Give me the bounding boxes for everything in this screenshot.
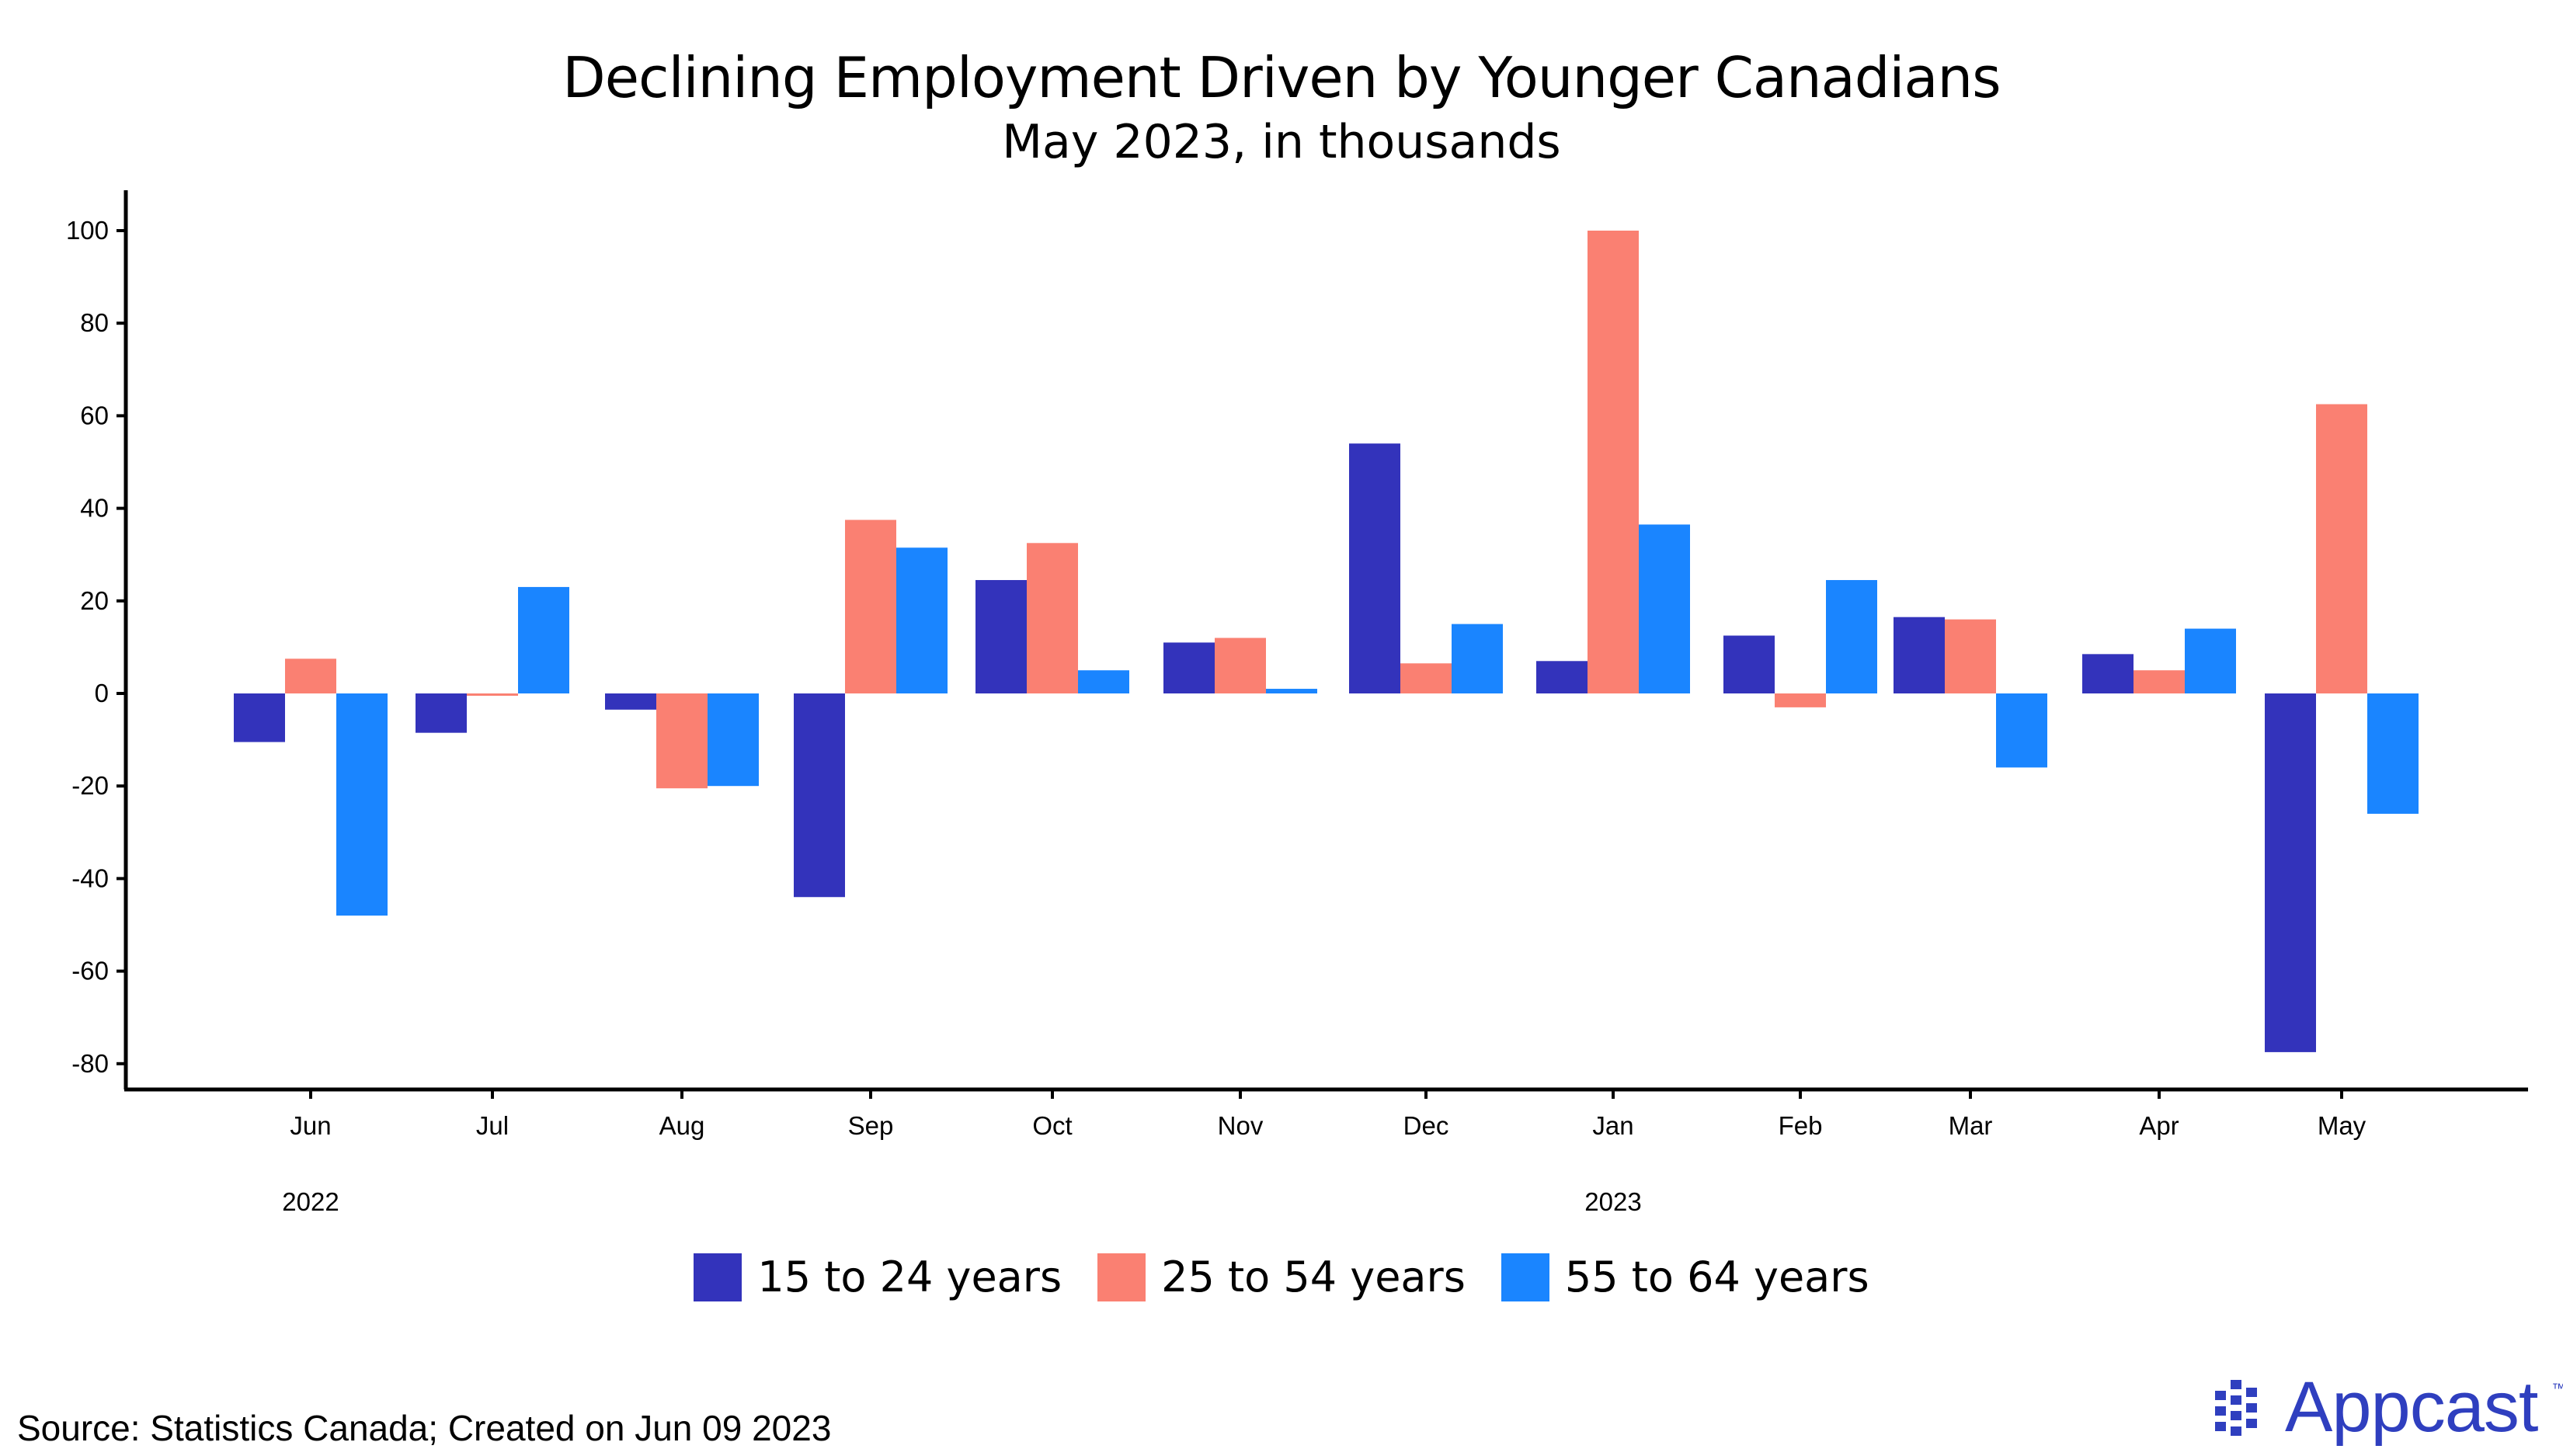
bar-1-mar bbox=[1894, 617, 1945, 693]
y-tick-label: -40 bbox=[71, 864, 109, 892]
x-tick-label: Jun bbox=[290, 1111, 331, 1140]
bar-3-sep bbox=[896, 547, 948, 693]
bar-3-feb bbox=[1826, 579, 1877, 693]
bar-2-oct bbox=[1027, 543, 1078, 693]
bar-2-mar bbox=[1945, 619, 1996, 693]
chart-subtitle: May 2023, in thousands bbox=[1002, 115, 1561, 169]
bar-1-aug bbox=[605, 693, 656, 710]
bar-3-dec bbox=[1452, 624, 1503, 693]
y-tick-label: 100 bbox=[66, 216, 109, 245]
chart-title: Declining Employment Driven by Younger C… bbox=[562, 45, 2001, 110]
bar-1-nov bbox=[1163, 642, 1215, 693]
year-label: 2023 bbox=[1584, 1187, 1641, 1211]
y-tick-label: 40 bbox=[80, 494, 109, 523]
x-tick-label: Jul bbox=[476, 1111, 509, 1140]
bar-2-jul bbox=[467, 693, 518, 696]
bar-3-may bbox=[2367, 693, 2419, 814]
appcast-logo-icon bbox=[2215, 1379, 2257, 1436]
bar-2-feb bbox=[1775, 693, 1826, 707]
year-label: 2022 bbox=[282, 1187, 339, 1211]
legend-swatch-55-64 bbox=[1501, 1253, 1549, 1301]
y-tick-label: -20 bbox=[71, 771, 109, 800]
bar-2-aug bbox=[656, 693, 708, 789]
bar-1-sep bbox=[794, 693, 845, 898]
bar-2-may bbox=[2316, 404, 2367, 693]
appcast-logo-text: Appcast bbox=[2285, 1367, 2538, 1447]
bar-3-mar bbox=[1996, 693, 2047, 768]
legend-swatch-25-54 bbox=[1097, 1253, 1146, 1301]
legend-swatch-15-24 bbox=[694, 1253, 742, 1301]
legend-item-55-64: 55 to 64 years bbox=[1501, 1253, 1869, 1301]
legend-label-25-54: 25 to 54 years bbox=[1161, 1253, 1466, 1301]
bar-2-jun bbox=[285, 659, 336, 693]
y-tick-label: 80 bbox=[80, 308, 109, 337]
x-tick-label: Dec bbox=[1403, 1111, 1449, 1140]
y-tick-label: -60 bbox=[71, 957, 109, 985]
legend-item-15-24: 15 to 24 years bbox=[694, 1253, 1062, 1301]
axes-layer bbox=[116, 190, 2528, 1099]
bar-2-jan bbox=[1588, 231, 1639, 693]
bar-1-jan bbox=[1536, 661, 1588, 693]
bar-3-aug bbox=[708, 693, 759, 787]
x-tick-label: Aug bbox=[659, 1111, 705, 1140]
bar-1-dec bbox=[1349, 443, 1400, 693]
legend-label-55-64: 55 to 64 years bbox=[1564, 1253, 1869, 1301]
bar-1-apr bbox=[2082, 654, 2134, 693]
x-tick-label: Feb bbox=[1779, 1111, 1823, 1140]
bar-2-apr bbox=[2134, 670, 2185, 693]
bar-3-jul bbox=[518, 586, 569, 693]
legend: 15 to 24 years 25 to 54 years 55 to 64 y… bbox=[0, 1253, 2563, 1301]
bar-3-jan bbox=[1639, 524, 1690, 693]
bar-2-nov bbox=[1215, 638, 1266, 693]
x-tick-label: Nov bbox=[1218, 1111, 1264, 1140]
bar-chart: 100 80 60 40 20 0 -20 -40 -60 -80 Jun Jul Aug Sep Oct N… bbox=[66, 190, 2528, 1211]
bar-3-jun bbox=[336, 693, 388, 916]
x-tick-label: Apr bbox=[2139, 1111, 2179, 1140]
y-tick-label: -80 bbox=[71, 1049, 109, 1078]
x-tick-label: May bbox=[2318, 1111, 2367, 1140]
bar-2-dec bbox=[1400, 663, 1452, 693]
bars-layer bbox=[234, 231, 2419, 1052]
bar-1-oct bbox=[975, 579, 1027, 693]
x-tick-label: Mar bbox=[1949, 1111, 1993, 1140]
x-tick-label: Oct bbox=[1032, 1111, 1072, 1140]
appcast-logo-trademark: ™ bbox=[2551, 1381, 2563, 1396]
y-tick-label: 20 bbox=[80, 586, 109, 615]
bar-3-nov bbox=[1266, 689, 1317, 693]
bar-2-sep bbox=[845, 520, 896, 693]
bar-3-oct bbox=[1078, 670, 1129, 693]
source-note: Source: Statistics Canada; Created on Ju… bbox=[17, 1408, 832, 1448]
x-tick-label: Jan bbox=[1592, 1111, 1633, 1140]
labels-layer: 100 80 60 40 20 0 -20 -40 -60 -80 Jun Jul Aug Sep Oct N… bbox=[66, 216, 2367, 1211]
bar-1-feb bbox=[1723, 635, 1775, 693]
legend-item-25-54: 25 to 54 years bbox=[1097, 1253, 1466, 1301]
bar-1-jul bbox=[416, 693, 467, 733]
bar-1-jun bbox=[234, 693, 285, 742]
x-tick-label: Sep bbox=[848, 1111, 894, 1140]
y-tick-label: 0 bbox=[95, 679, 109, 707]
y-tick-label: 60 bbox=[80, 401, 109, 429]
legend-label-15-24: 15 to 24 years bbox=[757, 1253, 1062, 1301]
appcast-logo: Appcast ™ bbox=[2215, 1367, 2563, 1448]
bar-1-may bbox=[2265, 693, 2316, 1052]
bar-3-apr bbox=[2185, 628, 2236, 693]
